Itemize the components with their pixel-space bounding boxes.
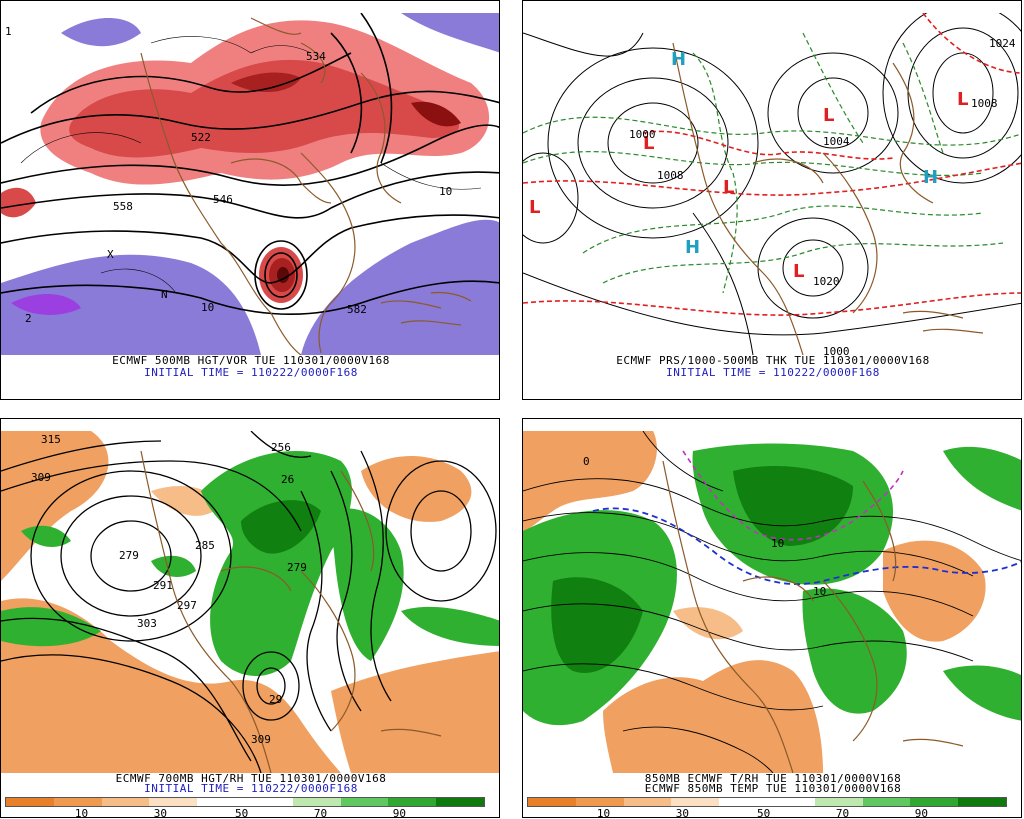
panel-title: ECMWF PRS/1000-500MB THK TUE 110301/0000…	[616, 354, 930, 367]
svg-text:1: 1	[5, 25, 12, 38]
svg-text:1000: 1000	[629, 128, 656, 141]
svg-text:L: L	[957, 89, 968, 110]
svg-text:534: 534	[306, 50, 326, 63]
svg-text:L: L	[793, 261, 804, 282]
svg-text:309: 309	[251, 733, 271, 746]
panel-mslp-thickness: H L L L L L L H H 1000 1008 1020 1024 10…	[522, 0, 1022, 400]
svg-text:10: 10	[813, 585, 826, 598]
svg-text:N: N	[161, 288, 168, 301]
svg-text:0: 0	[583, 455, 590, 468]
svg-text:1008: 1008	[657, 169, 684, 182]
scale-label: 30	[675, 807, 689, 818]
svg-text:546: 546	[213, 193, 233, 206]
svg-text:10: 10	[201, 301, 214, 314]
panel-initial-time: INITIAL TIME = 110222/0000F168	[144, 366, 358, 379]
svg-text:X: X	[107, 248, 114, 261]
svg-text:H: H	[671, 49, 686, 70]
svg-text:522: 522	[191, 131, 211, 144]
scale-label: 70	[835, 807, 850, 818]
svg-text:1020: 1020	[813, 275, 840, 288]
panel-initial-time: INITIAL TIME = 110222/0000F168	[666, 366, 880, 379]
scale-label: 50	[756, 807, 771, 818]
svg-text:10: 10	[771, 537, 784, 550]
color-scale-bar	[5, 797, 485, 807]
panel-850mb-temp-rh: 0 10 10 850MB ECMWF T/RH TUE 110301/0000…	[522, 418, 1022, 818]
svg-text:L: L	[823, 105, 834, 126]
scale-label: 50	[234, 807, 249, 818]
map-mslp-thickness: H L L L L L L H H 1000 1008 1020 1024 10…	[523, 13, 1021, 355]
scale-label: 10	[596, 807, 611, 818]
svg-text:1008: 1008	[971, 97, 998, 110]
panel-title: 850MB ECMWF T/RH TUE 110301/0000V168	[644, 772, 902, 785]
svg-text:558: 558	[113, 200, 133, 213]
svg-text:256: 256	[271, 441, 291, 454]
panel-title: ECMWF 500MB HGT/VOR TUE 110301/0000V168	[112, 354, 390, 367]
color-scale-labels: 10 30 50 70 90	[527, 807, 1005, 818]
svg-text:L: L	[723, 177, 734, 198]
svg-text:303: 303	[137, 617, 157, 630]
svg-text:L: L	[643, 133, 654, 154]
svg-text:1024: 1024	[989, 37, 1016, 50]
svg-text:2: 2	[25, 312, 32, 325]
scale-label: 90	[914, 807, 928, 818]
color-scale-bar	[527, 797, 1007, 807]
panel-subtitle: ECMWF 850MB TEMP TUE 110301/0000V168	[644, 782, 902, 795]
svg-text:309: 309	[31, 471, 51, 484]
panel-title: ECMWF 700MB HGT/RH TUE 110301/0000V168	[115, 772, 387, 785]
svg-text:285: 285	[195, 539, 215, 552]
scale-label: 90	[392, 807, 406, 818]
svg-text:291: 291	[153, 579, 173, 592]
panel-500mb-hgt-vor: 558 546 582 522 534 10 10 2 1 N X ECMWF …	[0, 0, 500, 400]
map-700mb-humidity: 315 309 279 291 297 303 285 279 256 26 2…	[1, 431, 499, 773]
svg-text:29: 29	[269, 693, 282, 706]
scale-label: 70	[313, 807, 328, 818]
panel-700mb-hgt-rh: 315 309 279 291 297 303 285 279 256 26 2…	[0, 418, 500, 818]
scale-label: 30	[153, 807, 167, 818]
svg-text:297: 297	[177, 599, 197, 612]
panel-initial-time: INITIAL TIME = 110222/0000F168	[144, 782, 358, 795]
svg-text:279: 279	[287, 561, 307, 574]
svg-text:315: 315	[41, 433, 61, 446]
map-850mb-temp-humidity: 0 10 10	[523, 431, 1021, 773]
svg-text:279: 279	[119, 549, 139, 562]
svg-text:L: L	[529, 197, 540, 218]
scale-label: 10	[74, 807, 89, 818]
svg-text:26: 26	[281, 473, 294, 486]
map-500mb-vorticity: 558 546 582 522 534 10 10 2 1 N X	[1, 13, 499, 355]
svg-text:1000: 1000	[823, 345, 850, 355]
svg-text:H: H	[923, 167, 938, 188]
color-scale-labels: 10 30 50 70 90	[5, 807, 483, 818]
svg-text:10: 10	[439, 185, 452, 198]
svg-text:582: 582	[347, 303, 367, 316]
svg-text:H: H	[685, 237, 700, 258]
svg-text:1004: 1004	[823, 135, 850, 148]
